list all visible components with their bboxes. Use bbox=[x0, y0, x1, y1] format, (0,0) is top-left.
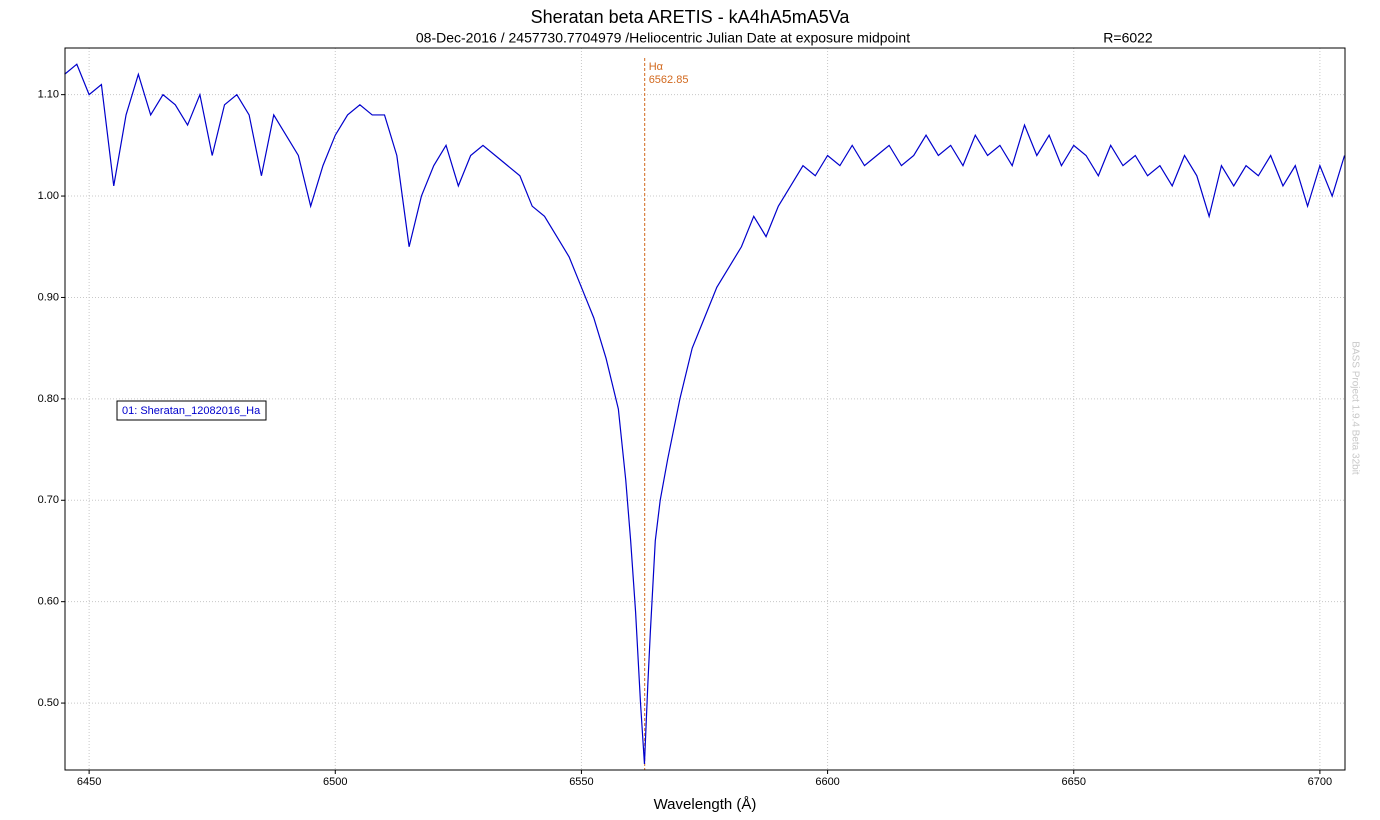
x-tick-label: 6550 bbox=[569, 776, 593, 788]
chart-subtitle: 08-Dec-2016 / 2457730.7704979 /Heliocent… bbox=[416, 30, 910, 46]
x-tick-label: 6450 bbox=[77, 776, 101, 788]
x-axis-label: Wavelength (Å) bbox=[654, 796, 757, 813]
resolution-label: R=6022 bbox=[1103, 30, 1153, 46]
watermark: BASS Project 1.9.4 Beta 32bit bbox=[1349, 341, 1360, 475]
x-tick-label: 6600 bbox=[815, 776, 839, 788]
annotation-value: 6562.85 bbox=[649, 74, 689, 86]
y-tick-label: 1.00 bbox=[38, 190, 59, 202]
spectrum-line bbox=[64, 63, 1346, 764]
y-tick-label: 0.50 bbox=[38, 697, 59, 709]
chart-title: Sheratan beta ARETIS - kA4hA5mA5Va bbox=[531, 7, 851, 27]
x-tick-label: 6500 bbox=[323, 776, 347, 788]
x-tick-label: 6650 bbox=[1061, 776, 1085, 788]
y-tick-label: 0.80 bbox=[38, 393, 59, 405]
y-tick-label: 0.70 bbox=[38, 494, 59, 506]
y-tick-label: 0.90 bbox=[38, 291, 59, 303]
y-tick-label: 0.60 bbox=[38, 596, 59, 608]
annotation-label: Hα bbox=[649, 61, 664, 73]
legend-label: 01: Sheratan_12082016_Ha bbox=[122, 405, 261, 417]
plot-frame bbox=[64, 47, 1346, 771]
x-tick-label: 6700 bbox=[1308, 776, 1332, 788]
y-tick-label: 1.10 bbox=[38, 89, 59, 101]
legend-box bbox=[116, 400, 267, 421]
